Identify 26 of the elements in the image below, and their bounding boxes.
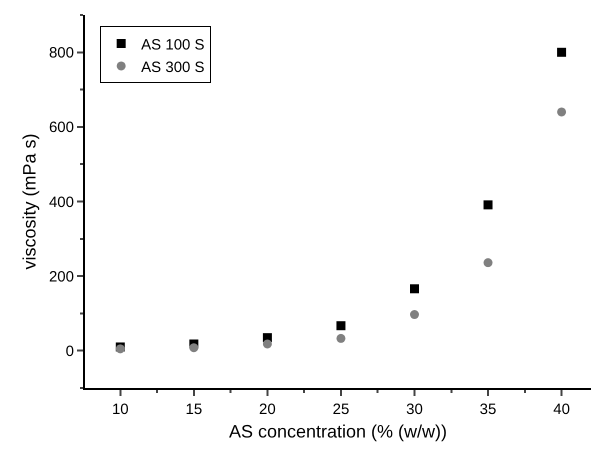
y-tick-label: 0 bbox=[66, 342, 74, 360]
x-axis-title: AS concentration (% (w/w)) bbox=[228, 422, 448, 442]
y-axis-title: viscosity (mPa s) bbox=[20, 133, 40, 270]
x-tick-label: 35 bbox=[480, 401, 496, 418]
point bbox=[484, 200, 493, 210]
x-tick-label: 10 bbox=[112, 401, 129, 418]
point bbox=[484, 258, 493, 268]
point bbox=[262, 339, 272, 348]
x-tick-label: 20 bbox=[259, 401, 276, 418]
point bbox=[189, 343, 198, 352]
x-tick-label: 40 bbox=[553, 401, 570, 418]
point bbox=[557, 107, 566, 116]
point bbox=[410, 284, 419, 294]
point bbox=[336, 321, 346, 330]
legend-label: AS 100 S bbox=[141, 36, 205, 54]
x-tick-label: 30 bbox=[406, 401, 423, 418]
x-tick-label: 15 bbox=[186, 401, 202, 418]
legend-label: AS 300 S bbox=[141, 58, 205, 76]
y-tick-label: 200 bbox=[48, 268, 74, 286]
x-tick-label: 25 bbox=[332, 401, 350, 418]
point bbox=[336, 334, 346, 343]
y-tick-label: 400 bbox=[48, 194, 74, 211]
point bbox=[557, 48, 566, 57]
y-tick-label: 800 bbox=[48, 44, 74, 62]
point bbox=[410, 310, 419, 320]
y-tick-label: 600 bbox=[48, 119, 74, 136]
